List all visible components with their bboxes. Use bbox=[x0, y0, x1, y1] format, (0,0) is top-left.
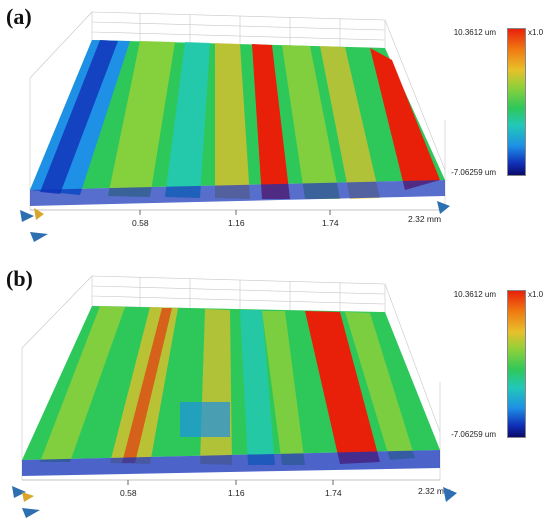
colorbar-max-label: 10.3612 um bbox=[453, 28, 496, 37]
colorbar-scale-label: x1.0 bbox=[528, 290, 544, 299]
colorbar-max-label: 10.3612 um bbox=[453, 290, 496, 299]
orientation-axes-icon bbox=[437, 201, 450, 214]
colorbar-scale-label: x1.0 bbox=[528, 28, 544, 37]
x-tick-label: 1.16 bbox=[228, 488, 245, 498]
colorbar bbox=[507, 28, 526, 176]
surface-plot-b bbox=[21, 275, 441, 485]
x-tick-label: 1.74 bbox=[322, 218, 339, 228]
panel-label: (b) bbox=[6, 266, 33, 291]
axis-ticks-a bbox=[139, 210, 331, 215]
orientation-axes-icon bbox=[12, 486, 40, 518]
surface-a bbox=[30, 40, 445, 206]
colorbar-min-label: -7.06259 um bbox=[451, 430, 496, 439]
panel-label: (a) bbox=[6, 4, 32, 29]
grid-box-a bbox=[29, 11, 446, 211]
panel-a: (a) 10.3612 um -7.06259 um x1.0 0.58 1.1… bbox=[0, 0, 550, 262]
axis-ticks-b bbox=[127, 480, 334, 485]
x-tick-label: 0.58 bbox=[120, 488, 137, 498]
x-tick-label-last: 2.32 mm bbox=[408, 214, 442, 224]
orientation-axes-icon bbox=[20, 208, 48, 242]
colorbar bbox=[507, 290, 526, 438]
surface-b bbox=[22, 306, 440, 476]
x-tick-label: 0.58 bbox=[132, 218, 149, 228]
surface-plot-a bbox=[29, 11, 446, 215]
panel-b: (b) 10.3612 um -7.06259 um x1.0 0.58 1.1… bbox=[0, 262, 550, 525]
x-tick-label: 1.16 bbox=[228, 218, 245, 228]
x-tick-label-last: 2.32 mm bbox=[418, 486, 452, 496]
orientation-axes-icon bbox=[443, 487, 457, 502]
colorbar-min-label: -7.06259 um bbox=[451, 168, 496, 177]
x-tick-label: 1.74 bbox=[325, 488, 342, 498]
